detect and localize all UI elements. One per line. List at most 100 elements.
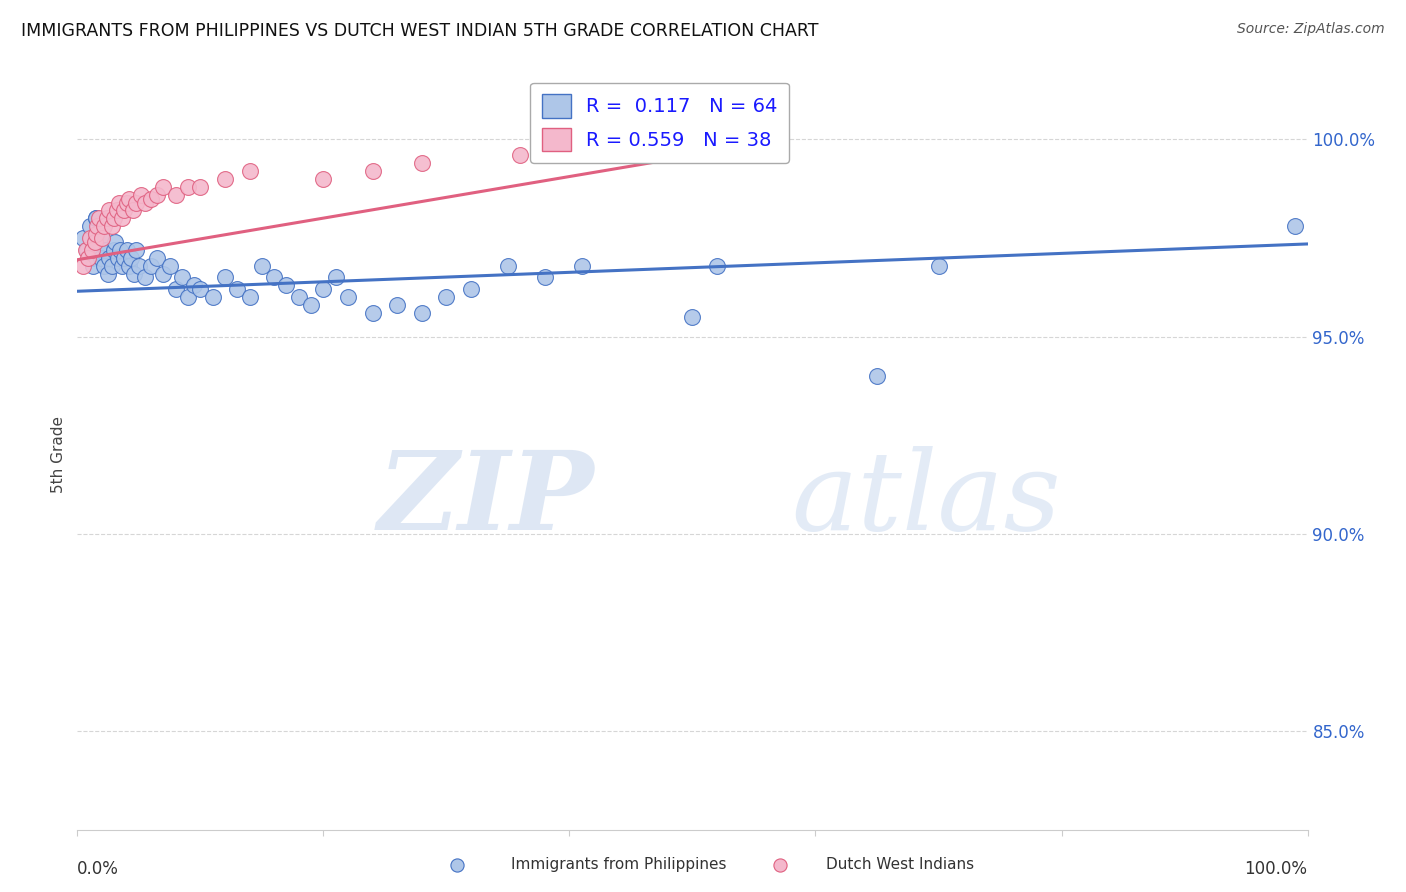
Text: Source: ZipAtlas.com: Source: ZipAtlas.com	[1237, 22, 1385, 37]
Point	[214, 270, 236, 285]
Point	[122, 267, 145, 281]
Y-axis label: 5th Grade: 5th Grade	[51, 417, 66, 493]
Point	[121, 251, 143, 265]
Point	[436, 290, 458, 304]
Point	[250, 259, 273, 273]
Point	[496, 259, 519, 273]
Point	[201, 290, 224, 304]
Point	[134, 270, 156, 285]
Point	[115, 243, 138, 257]
Point	[177, 179, 200, 194]
Point	[682, 310, 704, 324]
Text: IMMIGRANTS FROM PHILIPPINES VS DUTCH WEST INDIAN 5TH GRADE CORRELATION CHART: IMMIGRANTS FROM PHILIPPINES VS DUTCH WES…	[21, 22, 818, 40]
Point	[93, 259, 115, 273]
Point	[509, 148, 531, 162]
Point	[108, 195, 131, 210]
Text: 100.0%: 100.0%	[1244, 860, 1308, 878]
Point	[96, 211, 118, 226]
Point	[72, 231, 94, 245]
Point	[84, 227, 107, 241]
Point	[188, 282, 212, 296]
Text: Dutch West Indians: Dutch West Indians	[825, 857, 974, 872]
Point	[77, 251, 100, 265]
Point	[152, 179, 174, 194]
Point	[165, 282, 187, 296]
Point	[79, 231, 101, 245]
Point	[1284, 219, 1306, 234]
Legend: R =  0.117   N = 64, R = 0.559   N = 38: R = 0.117 N = 64, R = 0.559 N = 38	[530, 82, 789, 163]
Point	[337, 290, 360, 304]
Point	[706, 148, 728, 162]
Point	[104, 235, 127, 249]
Point	[188, 179, 212, 194]
Point	[214, 172, 236, 186]
Point	[83, 235, 105, 249]
Text: atlas: atlas	[792, 446, 1060, 554]
Text: ZIP: ZIP	[377, 446, 595, 554]
Point	[183, 278, 205, 293]
Point	[165, 187, 187, 202]
Point	[769, 858, 792, 872]
Point	[534, 270, 557, 285]
Point	[111, 259, 132, 273]
Point	[325, 270, 347, 285]
Point	[146, 251, 169, 265]
Point	[84, 211, 107, 226]
Point	[98, 203, 121, 218]
Point	[107, 251, 129, 265]
Point	[159, 259, 181, 273]
Point	[87, 235, 110, 249]
Point	[89, 211, 111, 226]
Point	[226, 282, 249, 296]
Point	[571, 259, 593, 273]
Point	[276, 278, 298, 293]
Point	[90, 231, 114, 245]
Point	[125, 195, 148, 210]
Point	[90, 251, 112, 265]
Point	[97, 267, 120, 281]
Point	[86, 227, 108, 241]
Point	[105, 203, 128, 218]
Point	[79, 219, 101, 234]
Point	[111, 211, 132, 226]
Point	[112, 203, 135, 218]
Point	[134, 195, 156, 210]
Point	[128, 259, 150, 273]
Point	[385, 298, 409, 312]
Point	[82, 251, 104, 265]
Point	[411, 306, 433, 320]
Point	[141, 192, 163, 206]
Point	[94, 243, 117, 257]
Point	[152, 267, 174, 281]
Point	[141, 259, 163, 273]
Point	[101, 219, 124, 234]
Point	[446, 858, 468, 872]
Point	[118, 192, 141, 206]
Text: Immigrants from Philippines: Immigrants from Philippines	[510, 857, 727, 872]
Point	[361, 306, 384, 320]
Point	[82, 259, 104, 273]
Point	[239, 164, 262, 178]
Point	[90, 231, 114, 245]
Point	[98, 251, 121, 265]
Point	[361, 164, 384, 178]
Point	[75, 243, 97, 257]
Point	[866, 369, 889, 384]
Text: 0.0%: 0.0%	[77, 860, 120, 878]
Point	[263, 270, 285, 285]
Point	[146, 187, 169, 202]
Point	[112, 251, 135, 265]
Point	[121, 203, 143, 218]
Point	[411, 156, 433, 170]
Point	[110, 243, 132, 257]
Point	[84, 211, 107, 226]
Point	[101, 259, 124, 273]
Point	[93, 219, 115, 234]
Point	[118, 259, 141, 273]
Point	[299, 298, 322, 312]
Point	[115, 195, 138, 210]
Point	[76, 243, 98, 257]
Point	[312, 282, 335, 296]
Point	[288, 290, 311, 304]
Point	[239, 290, 262, 304]
